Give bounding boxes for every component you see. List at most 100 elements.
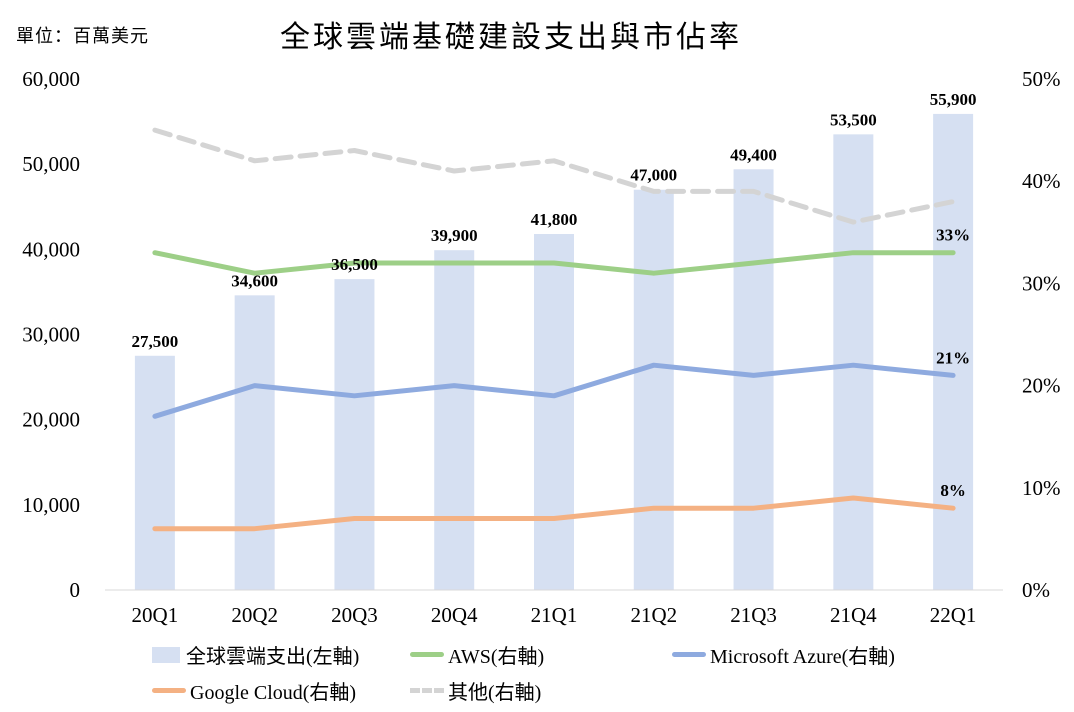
line-end-label-google-cloud: 8% (940, 481, 966, 500)
line-series (152, 127, 956, 225)
point-google-cloud (552, 516, 557, 521)
point-google-cloud (851, 496, 856, 501)
point-aws (152, 250, 157, 255)
bar-global-spend (334, 279, 375, 590)
point-aws (651, 271, 656, 276)
bar-data-label: 41,800 (531, 210, 578, 229)
point-microsoft-azure (452, 383, 457, 388)
bar-data-label: 49,400 (730, 145, 777, 164)
x-axis-tick-label: 21Q3 (730, 603, 777, 627)
legend-label: 全球雲端支出(左軸) (186, 646, 360, 668)
right-axis-tick-label: 50% (1022, 67, 1061, 91)
point-microsoft-azure (552, 393, 557, 398)
legend-label: 其他(右軸) (448, 682, 542, 704)
point-google-cloud (152, 526, 157, 531)
legend-item-others[interactable]: 其他(右軸) (410, 676, 541, 705)
x-axis-tick-label: 20Q1 (132, 603, 179, 627)
bar-global-spend (833, 134, 874, 590)
line-google-cloud (152, 495, 956, 532)
bar-data-label: 27,500 (132, 332, 179, 351)
x-axis-tick-label: 22Q1 (930, 603, 977, 627)
left-axis-tick-label: 40,000 (22, 237, 80, 261)
point-aws (452, 260, 457, 265)
point-series (452, 168, 457, 173)
right-axis-tick-label: 40% (1022, 169, 1061, 193)
bar-data-label: 39,900 (431, 226, 478, 245)
point-google-cloud (751, 506, 756, 511)
bar-data-label: 47,000 (630, 166, 677, 185)
bar-global-spend (633, 189, 674, 590)
point-series (851, 220, 856, 225)
x-axis-tick-label: 20Q3 (331, 603, 378, 627)
labels-layer: 27,500 34,600 36,500 39,900 41,800 47,000 49,4… (132, 90, 977, 500)
legend-item-google-cloud[interactable]: Google Cloud(右軸) (152, 676, 356, 705)
legend-label: Microsoft Azure(右軸) (710, 646, 895, 668)
left-axis-tick-label: 50,000 (22, 152, 80, 176)
chart-title: 全球雲端基礎建設支出與市佔率 (280, 20, 742, 55)
left-axis-tick-label: 20,000 (22, 408, 80, 432)
unit-label: 單位：百萬美元 (16, 26, 149, 47)
point-series (152, 128, 157, 133)
bar-data-label: 36,500 (331, 255, 378, 274)
point-series (352, 148, 357, 153)
point-microsoft-azure (152, 414, 157, 419)
right-axis-tick-label: 30% (1022, 271, 1061, 295)
bar-data-label: 55,900 (930, 90, 977, 109)
point-aws (552, 260, 557, 265)
point-google-cloud (951, 506, 956, 511)
point-microsoft-azure (651, 363, 656, 368)
point-series (651, 189, 656, 194)
legend-item-azure[interactable]: Microsoft Azure(右軸) (672, 640, 895, 669)
line-aws (152, 250, 956, 276)
right-axis-tick-label: 20% (1022, 374, 1061, 398)
bar-data-label: 34,600 (231, 271, 278, 290)
point-series (951, 199, 956, 204)
legend-label: AWS(右軸) (448, 646, 545, 668)
bar-global-spend (234, 295, 275, 590)
line-end-label-aws: 33% (936, 226, 970, 245)
left-axis-tick-label: 0 (70, 578, 81, 602)
point-microsoft-azure (252, 383, 257, 388)
point-google-cloud (651, 506, 656, 511)
left-axis-tick-label: 60,000 (22, 67, 80, 91)
legend-swatch-others (410, 688, 444, 693)
bar-global-spend (534, 234, 574, 590)
legend-swatch-azure (672, 652, 706, 657)
point-series (751, 189, 756, 194)
legend-swatch-aws (410, 652, 444, 657)
x-axis-tick-label: 21Q1 (531, 603, 578, 627)
line-end-label-microsoft-azure: 21% (936, 348, 970, 367)
legend-item-global-spend[interactable]: 全球雲端支出(左軸) (152, 640, 359, 669)
line-microsoft-azure (152, 362, 956, 419)
bar-global-spend (733, 169, 774, 590)
bar-global-spend (434, 250, 475, 590)
legend-swatch-google-cloud (152, 688, 186, 693)
point-microsoft-azure (951, 373, 956, 378)
point-series (252, 158, 257, 163)
legend-item-aws[interactable]: AWS(右軸) (410, 640, 544, 669)
point-microsoft-azure (851, 363, 856, 368)
bar-global-spend (134, 355, 175, 590)
point-aws (851, 250, 856, 255)
x-axis-tick-label: 21Q2 (630, 603, 677, 627)
point-series (552, 158, 557, 163)
x-axis-tick-label: 20Q2 (231, 603, 278, 627)
point-aws (951, 250, 956, 255)
point-microsoft-azure (751, 373, 756, 378)
lines-layer (152, 127, 956, 532)
point-aws (751, 260, 756, 265)
left-axis-tick-label: 10,000 (22, 493, 80, 517)
x-axis-tick-label: 20Q4 (431, 603, 478, 627)
x-axis-tick-label: 21Q4 (830, 603, 877, 627)
point-google-cloud (252, 526, 257, 531)
legend-swatch-global-spend (152, 646, 180, 663)
right-axis-tick-label: 0% (1022, 578, 1050, 602)
right-axis-tick-label: 10% (1022, 476, 1061, 500)
axes-layer: 0 10,000 20,000 30,000 40,000 50,000 60,000 0% 1… (22, 67, 1060, 627)
point-google-cloud (452, 516, 457, 521)
left-axis-tick-label: 30,000 (22, 323, 80, 347)
bar-data-label: 53,500 (830, 110, 877, 129)
legend-label: Google Cloud(右軸) (190, 682, 357, 704)
point-google-cloud (352, 516, 357, 521)
